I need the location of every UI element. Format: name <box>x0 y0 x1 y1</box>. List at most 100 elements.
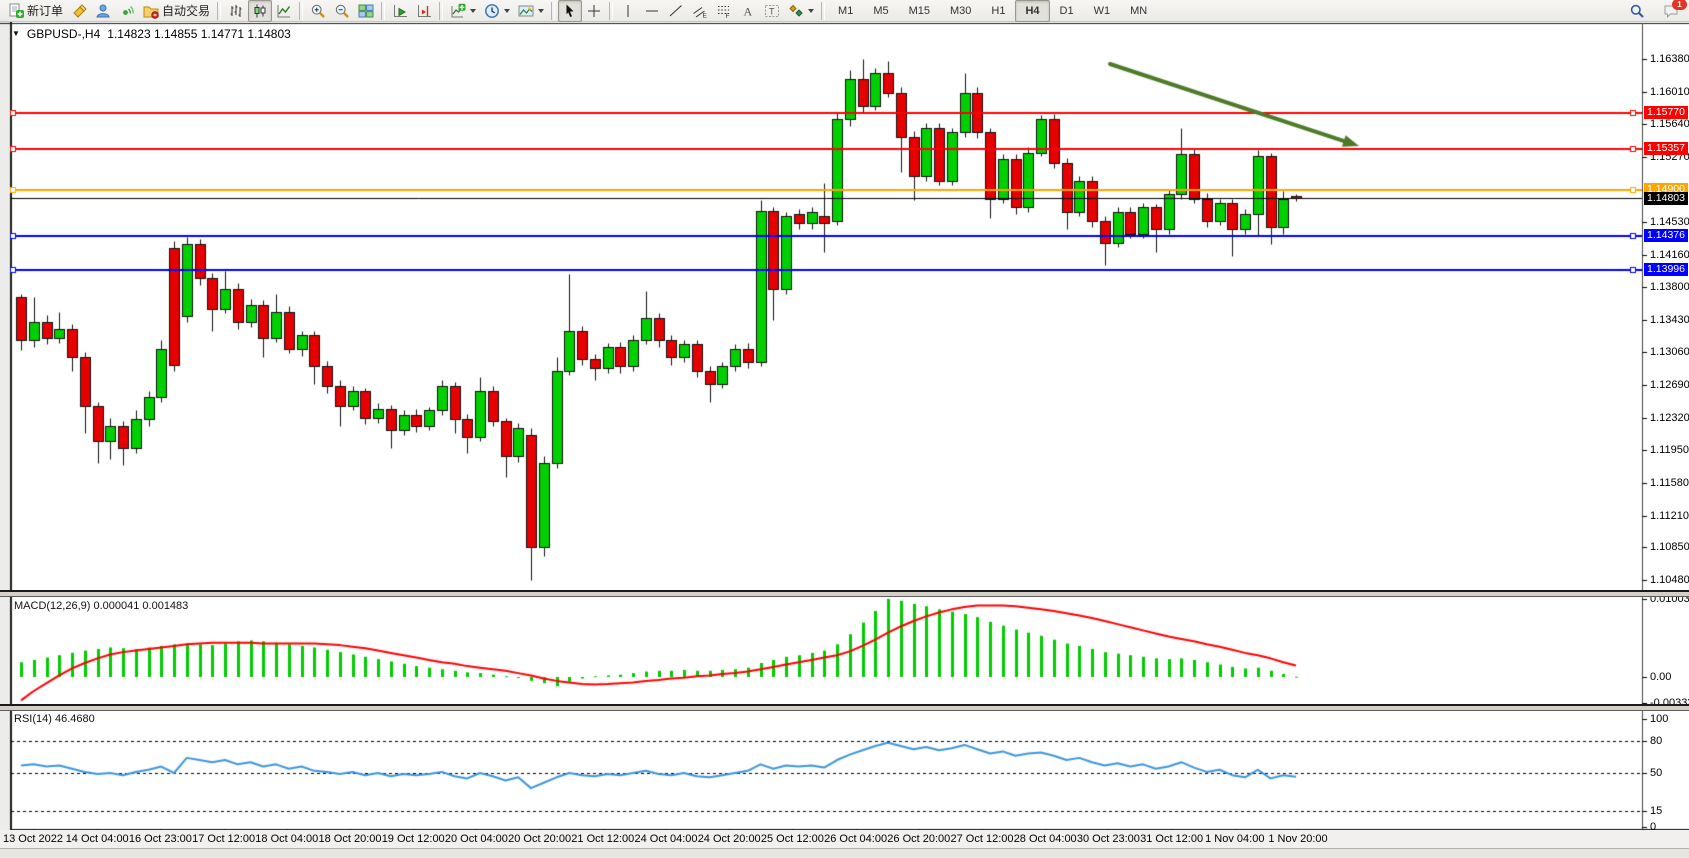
text-label-button[interactable]: T <box>760 0 784 22</box>
candlestick-icon <box>252 3 268 19</box>
rsi-tick-label: 50 <box>1650 767 1663 779</box>
chart-shift-button[interactable] <box>412 0 436 22</box>
line-chart-button[interactable] <box>272 0 296 22</box>
time-axis-label: 18 Oct 20:00 <box>318 833 382 845</box>
toolbar-separator <box>609 1 614 20</box>
timeframe-button-m30[interactable]: M30 <box>950 4 972 17</box>
time-axis-label: 30 Oct 23:00 <box>1076 833 1140 845</box>
timeframe-button-h1[interactable]: H1 <box>991 4 1006 17</box>
zoom-in-button[interactable] <box>306 0 330 22</box>
metaeditor-icon <box>71 3 87 19</box>
price-tick-label: 1.10850 <box>1650 541 1689 553</box>
time-axis-label: 24 Oct 20:00 <box>697 833 761 845</box>
timeframe-button-mn[interactable]: MN <box>1130 4 1148 17</box>
cursor-icon <box>562 3 578 19</box>
time-axis-label: 26 Oct 04:00 <box>824 833 888 845</box>
crosshair-button[interactable] <box>582 0 606 22</box>
price-tick-label: 1.13430 <box>1650 314 1689 326</box>
chevron-down-icon[interactable] <box>808 8 815 13</box>
candlestick-button[interactable] <box>248 0 273 22</box>
horizontal-line-button[interactable] <box>640 0 664 22</box>
toolbar-separator <box>551 1 556 20</box>
time-axis-label: 14 Oct 04:00 <box>65 833 129 845</box>
chevron-down-icon[interactable] <box>504 8 511 13</box>
indicators-button[interactable] <box>446 0 480 22</box>
zoom-out-icon <box>334 3 350 19</box>
tile-windows-button[interactable] <box>354 0 378 22</box>
timeframe-button-m1[interactable]: M1 <box>838 4 854 17</box>
fibonacci-button[interactable]: F <box>712 0 736 22</box>
periods-button[interactable] <box>480 0 514 22</box>
time-axis-label: 1 Nov 04:00 <box>1205 833 1265 845</box>
price-line-tag: 1.14376 <box>1644 229 1688 242</box>
chat-button[interactable]: 1 <box>1659 0 1687 22</box>
price-tick-label: 1.11580 <box>1650 477 1689 489</box>
macd-indicator-label: MACD(12,26,9) 0.000041 0.001483 <box>14 600 189 612</box>
toolbar-separator <box>439 1 444 20</box>
autotrading-button-label: 自动交易 <box>162 4 211 18</box>
toolbar-separator <box>217 1 222 20</box>
svg-text:F: F <box>726 13 730 19</box>
auto-scroll-button[interactable] <box>388 0 412 22</box>
metaeditor-button[interactable] <box>67 0 91 22</box>
pane-splitter-macd[interactable] <box>0 590 1689 597</box>
trendline-button[interactable] <box>664 0 688 22</box>
tile-windows-icon <box>358 3 374 19</box>
time-axis-label: 27 Oct 12:00 <box>950 833 1014 845</box>
chevron-down-icon[interactable] <box>538 8 545 13</box>
price-tick-label: 1.16380 <box>1650 53 1689 65</box>
bar-chart-button[interactable] <box>224 0 248 22</box>
crosshair-icon <box>586 3 602 19</box>
zoom-out-button[interactable] <box>330 0 354 22</box>
new-order-button[interactable]: 新订单 <box>4 0 67 22</box>
community-button[interactable] <box>91 0 115 22</box>
toolbar-separator <box>821 1 826 20</box>
pane-splitter-rsi[interactable] <box>0 704 1689 711</box>
price-line-tag: 1.13996 <box>1644 263 1688 276</box>
chevron-down-icon[interactable] <box>470 8 477 13</box>
rsi-tick-label: 15 <box>1650 805 1663 817</box>
timeframe-button-h4[interactable]: H4 <box>1015 0 1050 22</box>
trendline-icon <box>668 3 684 19</box>
price-tick-label: 1.13060 <box>1650 346 1689 358</box>
time-axis-label: 20 Oct 04:00 <box>444 833 508 845</box>
chart-canvas[interactable] <box>0 22 1689 858</box>
chart-window: ▼ GBPUSD-,H4 1.14823 1.14855 1.14771 1.1… <box>0 22 1689 858</box>
price-tick-label: 1.12690 <box>1650 379 1689 391</box>
chart-title-bar[interactable]: ▼ GBPUSD-,H4 1.14823 1.14855 1.14771 1.1… <box>12 27 291 41</box>
search-button[interactable] <box>1625 0 1649 22</box>
arrows-button[interactable] <box>784 0 818 22</box>
price-line-tag: 1.15770 <box>1644 106 1688 119</box>
new-order-button-label: 新订单 <box>27 4 64 18</box>
equidistant-channel-button[interactable]: E <box>688 0 712 22</box>
autotrading-button[interactable]: 自动交易 <box>139 0 214 22</box>
price-tick-label: 1.11950 <box>1650 444 1689 456</box>
templates-button[interactable] <box>514 0 548 22</box>
community-icon <box>95 3 111 19</box>
cursor-button[interactable] <box>558 0 583 22</box>
timeframe-button-d1[interactable]: D1 <box>1059 4 1074 17</box>
label-icon: T <box>764 3 780 19</box>
svg-text:T: T <box>769 6 775 16</box>
rsi-indicator-label: RSI(14) 46.4680 <box>14 713 95 725</box>
text-button[interactable]: A <box>736 0 760 22</box>
time-axis-label: 19 Oct 12:00 <box>381 833 445 845</box>
time-axis[interactable]: 13 Oct 2022 14 Oct 04:00 16 Oct 23:00 17 Oc… <box>0 830 1689 848</box>
channel-icon: E <box>692 3 708 19</box>
chevron-down-icon[interactable]: ▼ <box>12 29 20 38</box>
price-tick-label: 1.15640 <box>1650 118 1689 130</box>
timeframe-button-m15[interactable]: M15 <box>908 4 930 17</box>
indicators-icon <box>450 3 466 19</box>
timeframe-button-m5[interactable]: M5 <box>873 4 889 17</box>
time-axis-label: 25 Oct 12:00 <box>760 833 824 845</box>
timeframe-button-w1[interactable]: W1 <box>1093 4 1111 17</box>
time-axis-label: 18 Oct 04:00 <box>255 833 319 845</box>
time-axis-label: 28 Oct 04:00 <box>1013 833 1077 845</box>
signals-button[interactable] <box>115 0 139 22</box>
price-tick-label: 1.16010 <box>1650 86 1689 98</box>
svg-text:A: A <box>744 4 753 18</box>
price-tick-label: 1.10480 <box>1650 574 1689 586</box>
svg-text:E: E <box>703 12 708 19</box>
vertical-line-button[interactable] <box>616 0 640 22</box>
time-axis-label: 31 Oct 12:00 <box>1140 833 1204 845</box>
